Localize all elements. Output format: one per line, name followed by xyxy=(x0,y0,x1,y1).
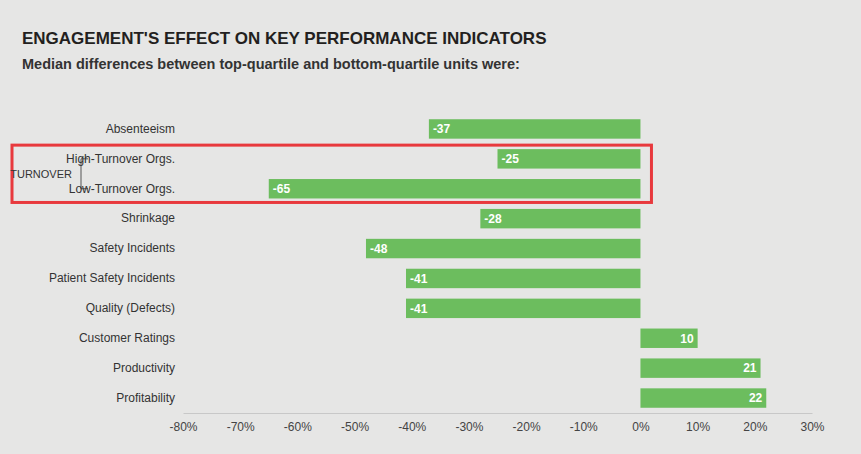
x-tick: 30% xyxy=(800,413,824,434)
data-labels: -37 -25 -65 -28 -48 -41 -41 10 21 22 xyxy=(273,122,763,405)
y-tick: High-Turnover Orgs. xyxy=(66,152,175,166)
data-label: 21 xyxy=(743,361,757,375)
data-label: 10 xyxy=(680,332,694,346)
data-label: -37 xyxy=(433,122,451,136)
data-label: -25 xyxy=(502,152,520,166)
category-label: Absenteeism xyxy=(106,122,175,136)
data-label: -41 xyxy=(410,272,428,286)
x-tick-label: -60% xyxy=(284,420,312,434)
subtitle: Median differences between top-quartile … xyxy=(22,56,520,72)
x-tick: -30% xyxy=(455,413,483,434)
bars xyxy=(269,119,766,408)
x-tick-label: -20% xyxy=(513,420,541,434)
x-tick-label: -10% xyxy=(570,420,598,434)
data-label: -28 xyxy=(484,212,502,226)
x-tick-label: -70% xyxy=(227,420,255,434)
y-tick: Quality (Defects) xyxy=(86,301,175,315)
annotation-group: TURNOVER xyxy=(10,145,651,202)
category-label: High-Turnover Orgs. xyxy=(66,152,175,166)
y-tick: Profitability xyxy=(116,391,175,405)
bar xyxy=(640,329,697,348)
x-tick-label: -30% xyxy=(455,420,483,434)
x-tick-label: -40% xyxy=(398,420,426,434)
bar xyxy=(640,358,760,377)
category-label: Safety Incidents xyxy=(90,241,175,255)
x-tick: -50% xyxy=(341,413,369,434)
y-tick: Shrinkage xyxy=(121,211,175,225)
x-tick: -80% xyxy=(169,413,197,434)
y-axis: Absenteeism High-Turnover Orgs. Low-Turnov… xyxy=(49,122,175,405)
category-label: Profitability xyxy=(116,391,175,405)
title: ENGAGEMENT'S EFFECT ON KEY PERFORMANCE I… xyxy=(22,29,546,48)
y-tick: Patient Safety Incidents xyxy=(49,271,175,285)
y-tick: Absenteeism xyxy=(106,122,175,136)
y-tick: Productivity xyxy=(113,361,175,375)
x-axis-line xyxy=(184,413,813,414)
y-tick: Safety Incidents xyxy=(90,241,175,255)
x-tick-label: 30% xyxy=(800,420,824,434)
x-tick: -70% xyxy=(227,413,255,434)
data-label: -48 xyxy=(370,242,388,256)
x-axis: -80% -70% -60% -50% -40% -30% -20% -10% 0% 10% 20%… xyxy=(169,413,824,434)
bar xyxy=(480,209,640,228)
x-tick-label: -50% xyxy=(341,420,369,434)
bar xyxy=(429,119,641,138)
x-tick: 10% xyxy=(686,413,710,434)
data-label: 22 xyxy=(749,391,763,405)
chart-svg: ENGAGEMENT'S EFFECT ON KEY PERFORMANCE I… xyxy=(0,0,861,454)
category-label: Low-Turnover Orgs. xyxy=(69,182,175,196)
bar xyxy=(406,299,640,318)
bar xyxy=(366,239,640,258)
x-tick-label: 0% xyxy=(632,420,650,434)
x-tick-label: 10% xyxy=(686,420,710,434)
highlight-box xyxy=(12,145,651,202)
data-label: -41 xyxy=(410,302,428,316)
x-tick-label: -80% xyxy=(169,420,197,434)
bar xyxy=(269,179,641,198)
x-tick: -60% xyxy=(284,413,312,434)
background xyxy=(0,0,861,454)
y-tick: Customer Ratings xyxy=(79,331,175,345)
annotation-label: TURNOVER xyxy=(10,168,72,180)
x-tick-label: 20% xyxy=(743,420,767,434)
x-tick: -20% xyxy=(513,413,541,434)
y-tick: Low-Turnover Orgs. xyxy=(69,182,175,196)
category-label: Quality (Defects) xyxy=(86,301,175,315)
category-label: Patient Safety Incidents xyxy=(49,271,175,285)
category-label: Customer Ratings xyxy=(79,331,175,345)
x-tick: 20% xyxy=(743,413,767,434)
bar xyxy=(498,149,641,168)
x-tick: -40% xyxy=(398,413,426,434)
x-tick: 0% xyxy=(632,413,650,434)
bar xyxy=(406,269,640,288)
category-label: Shrinkage xyxy=(121,211,175,225)
bar xyxy=(640,388,766,407)
x-tick: -10% xyxy=(570,413,598,434)
category-label: Productivity xyxy=(113,361,175,375)
data-label: -65 xyxy=(273,182,291,196)
